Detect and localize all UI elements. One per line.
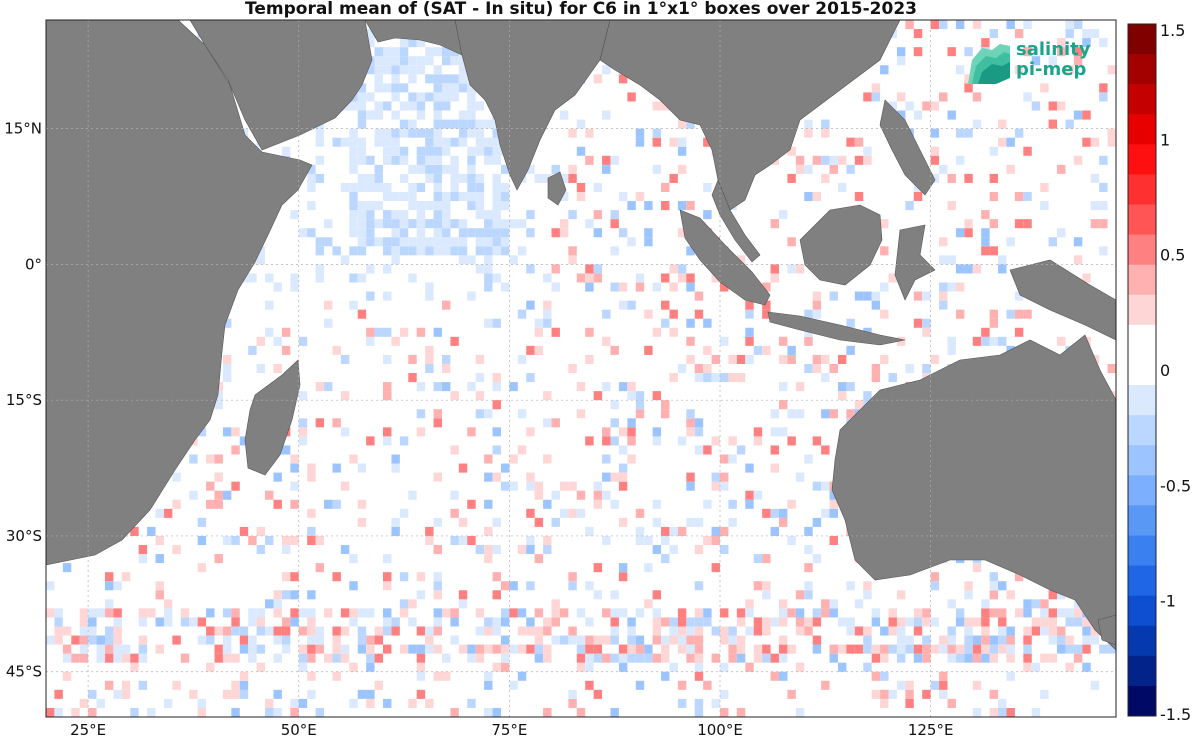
- lon-tick-label: 75°E: [491, 721, 527, 739]
- colorbar-swatch: [1128, 385, 1156, 416]
- wave-logo-icon: [968, 44, 1010, 84]
- lat-tick-label: 45°S: [6, 663, 42, 681]
- colorbar-swatch: [1128, 445, 1156, 476]
- colorbar-swatch: [1128, 655, 1156, 687]
- sulawesi: [894, 224, 936, 301]
- colorbar: 1.5 1 0.5 0 -0.5 -1 -1.5: [1127, 21, 1191, 724]
- colorbar-swatch: [1128, 505, 1156, 536]
- lat-tick-label: 15°N: [4, 120, 42, 138]
- colorbar-swatch: [1128, 24, 1156, 55]
- logo-line-1: salinity: [1016, 39, 1091, 60]
- map-title: Temporal mean of (SAT - In situ) for C6 …: [245, 0, 917, 19]
- logo-line-2: pi-mep: [1016, 59, 1087, 80]
- colorbar-swatch: [1128, 475, 1156, 506]
- lat-tick-label: 0°: [25, 255, 42, 273]
- colorbar-tick-label: -1: [1160, 592, 1176, 611]
- sri-lanka: [547, 171, 567, 206]
- colorbar-tick-label: -1.5: [1160, 705, 1191, 724]
- axis-ticks: 25°E 50°E 75°E 100°E 125°E 15°N 0° 15°S 30°S 45°S: [4, 120, 953, 739]
- colorbar-swatch: [1128, 354, 1156, 386]
- colorbar-tick-label: 0.5: [1160, 246, 1185, 265]
- colorbar-swatch: [1128, 204, 1156, 236]
- colorbar-swatch: [1128, 294, 1156, 326]
- colorbar-tick-label: -0.5: [1160, 476, 1191, 495]
- colorbar-tick-label: 0: [1160, 361, 1170, 380]
- malay-peninsula: [711, 179, 761, 263]
- india-subcontinent: [454, 19, 611, 191]
- australia: [831, 334, 1117, 651]
- sumatra: [679, 209, 771, 306]
- colorbar-swatch: [1128, 234, 1156, 266]
- java: [767, 311, 906, 346]
- colorbar-tick-label: 1.5: [1160, 21, 1185, 40]
- colorbar-swatch: [1128, 54, 1156, 85]
- colorbar-swatch: [1128, 324, 1156, 356]
- colorbar-swatch: [1128, 565, 1156, 597]
- graticule: [46, 20, 1116, 717]
- colorbar-swatch: [1128, 174, 1156, 206]
- lat-tick-label: 15°S: [6, 391, 42, 409]
- colorbar-swatch: [1128, 535, 1156, 567]
- africa-landmass: [45, 19, 313, 566]
- colorbar-swatch: [1128, 84, 1156, 115]
- plot-frame: [45, 19, 1117, 718]
- colorbar-swatch: [1128, 685, 1156, 717]
- colorbar-swatch: [1128, 264, 1156, 296]
- lat-tick-label: 30°S: [6, 527, 42, 545]
- lon-tick-label: 125°E: [908, 721, 954, 739]
- borneo: [799, 204, 883, 286]
- philippines: [879, 99, 936, 196]
- lon-tick-label: 100°E: [697, 721, 743, 739]
- colorbar-swatch: [1128, 415, 1156, 446]
- arabian-peninsula: [189, 19, 373, 151]
- colorbar-swatch: [1128, 144, 1156, 175]
- lon-tick-label: 25°E: [70, 721, 106, 739]
- colorbar-swatch: [1128, 625, 1156, 657]
- lon-tick-label: 50°E: [281, 721, 317, 739]
- salinity-pi-mep-logo: salinity pi-mep: [966, 38, 1096, 86]
- colorbar-swatch: [1128, 114, 1156, 145]
- colorbar-frame: [1127, 23, 1157, 717]
- land-masses: [45, 19, 1117, 651]
- colorbar-swatch: [1128, 595, 1156, 627]
- colorbar-tick-label: 1: [1160, 130, 1170, 149]
- madagascar: [244, 359, 301, 476]
